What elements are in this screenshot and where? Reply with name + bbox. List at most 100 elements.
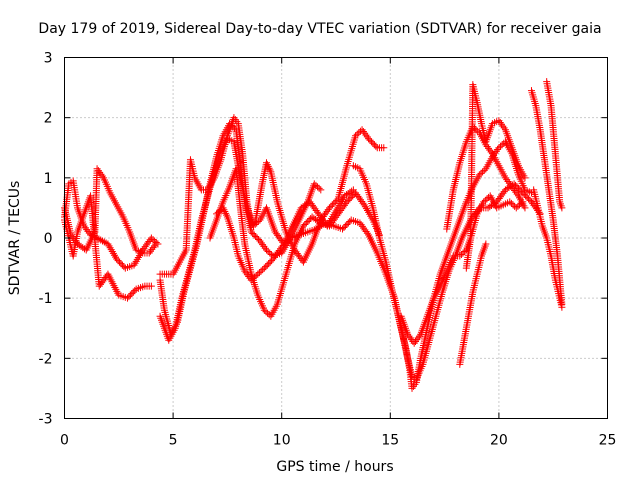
- data-point: [558, 303, 566, 311]
- data-point: [252, 232, 260, 240]
- data-point: [501, 174, 509, 182]
- data-point: [340, 223, 348, 231]
- data-point: [250, 231, 258, 239]
- data-point: [331, 198, 339, 206]
- data-point: [558, 204, 566, 212]
- data-point: [100, 238, 108, 246]
- data-point: [482, 240, 490, 248]
- data-point: [509, 201, 517, 209]
- data-point: [94, 167, 102, 175]
- data-point: [505, 179, 513, 187]
- data-point: [363, 229, 371, 237]
- data-point: [247, 228, 255, 236]
- data-point: [145, 249, 153, 257]
- data-point: [486, 146, 494, 154]
- data-point: [305, 216, 313, 224]
- data-point: [343, 198, 351, 206]
- data-point: [257, 239, 265, 247]
- data-point: [457, 251, 465, 259]
- y-tick-label: 1: [44, 171, 53, 187]
- data-point: [264, 309, 272, 317]
- y-tick-label: 0: [44, 231, 53, 247]
- data-point: [325, 204, 333, 212]
- y-tick-label: -3: [39, 412, 53, 428]
- data-point: [341, 222, 349, 230]
- data-point: [367, 138, 375, 146]
- data-point: [410, 339, 418, 347]
- data-point: [370, 141, 378, 149]
- data-point: [523, 193, 531, 201]
- data-point: [314, 183, 322, 191]
- data-point: [98, 172, 106, 180]
- data-point: [500, 124, 508, 132]
- data-point: [498, 120, 506, 128]
- data-point: [247, 276, 255, 284]
- data-point: [223, 211, 231, 219]
- data-point: [262, 308, 270, 316]
- data-point: [404, 330, 412, 338]
- data-point: [506, 198, 514, 206]
- data-point: [304, 217, 312, 225]
- y-tick-label: 2: [44, 111, 53, 127]
- data-point: [521, 174, 529, 182]
- y-tick-label: -2: [39, 351, 53, 367]
- data-point: [259, 241, 267, 249]
- data-point: [514, 202, 522, 210]
- data-point: [148, 245, 156, 253]
- data-point: [475, 171, 483, 179]
- data-point: [254, 270, 262, 278]
- data-point: [355, 129, 363, 137]
- data-point: [99, 237, 107, 245]
- data-point: [339, 225, 347, 233]
- data-point: [262, 159, 270, 167]
- data-point: [472, 126, 480, 134]
- x-tick-label: 5: [169, 433, 178, 449]
- x-axis-label: GPS time / hours: [276, 459, 393, 475]
- data-point: [255, 269, 263, 277]
- data-point: [480, 166, 488, 174]
- data-point: [219, 204, 227, 212]
- data-point: [262, 263, 270, 271]
- data-point: [241, 267, 249, 275]
- data-point: [346, 195, 354, 203]
- data-point: [507, 199, 515, 207]
- data-point: [266, 258, 274, 266]
- data-point: [263, 261, 271, 269]
- data-point: [260, 264, 268, 272]
- data-point: [405, 332, 413, 340]
- data-point: [413, 336, 421, 344]
- data-point: [504, 177, 512, 185]
- data-point: [301, 220, 309, 228]
- data-point: [213, 210, 221, 218]
- data-point: [361, 129, 369, 137]
- data-point: [216, 207, 224, 215]
- data-point: [84, 227, 92, 235]
- data-point: [299, 222, 307, 230]
- data-point: [259, 266, 267, 274]
- data-point: [380, 144, 388, 152]
- data-point: [521, 204, 529, 212]
- data-point: [128, 290, 136, 298]
- data-point: [365, 135, 373, 143]
- data-point: [126, 291, 134, 299]
- data-point: [147, 247, 155, 255]
- data-point: [281, 240, 289, 248]
- y-tick-label: 3: [44, 51, 53, 67]
- data-point: [123, 294, 131, 302]
- data-point: [369, 139, 377, 147]
- data-point: [285, 236, 293, 244]
- data-point: [150, 242, 158, 250]
- data-point: [265, 164, 273, 172]
- data-point: [344, 219, 352, 227]
- data-point: [263, 161, 271, 169]
- data-point: [261, 244, 269, 252]
- data-point: [477, 169, 485, 177]
- data-point: [333, 196, 341, 204]
- data-point: [131, 287, 139, 295]
- data-point: [221, 208, 229, 216]
- data-point: [149, 236, 157, 244]
- chart-title: Day 179 of 2019, Sidereal Day-to-day VTE…: [38, 21, 601, 37]
- data-point: [147, 234, 155, 242]
- data-point: [406, 334, 414, 342]
